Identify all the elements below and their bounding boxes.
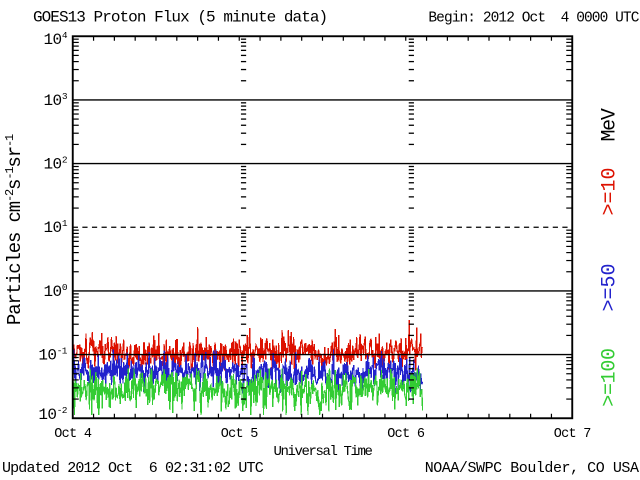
svg-text:3: 3 bbox=[62, 91, 68, 102]
svg-text:Updated 2012 Oct 6 02:31:02 U: Updated 2012 Oct 6 02:31:02 UTC bbox=[2, 460, 264, 477]
svg-text:10: 10 bbox=[43, 283, 61, 301]
svg-text:2: 2 bbox=[62, 155, 68, 166]
svg-text:10: 10 bbox=[43, 31, 61, 49]
svg-text:-2: -2 bbox=[57, 405, 68, 416]
svg-text:Universal Time: Universal Time bbox=[273, 444, 372, 460]
svg-text:10: 10 bbox=[38, 347, 56, 365]
svg-text:>=100: >=100 bbox=[599, 348, 622, 407]
svg-text:>=50: >=50 bbox=[599, 263, 622, 311]
svg-text:10: 10 bbox=[43, 156, 61, 174]
svg-text:Oct 7: Oct 7 bbox=[554, 427, 592, 442]
svg-text:GOES13 Proton Flux (5 minute d: GOES13 Proton Flux (5 minute data) bbox=[33, 9, 327, 27]
svg-text:-1: -1 bbox=[57, 346, 68, 357]
svg-text:Oct 5: Oct 5 bbox=[221, 427, 259, 442]
svg-text:10: 10 bbox=[38, 406, 56, 424]
svg-text:MeV: MeV bbox=[599, 108, 622, 141]
svg-text:Particles cm-2s-1sr-1: Particles cm-2s-1sr-1 bbox=[3, 134, 26, 325]
svg-text:10: 10 bbox=[43, 219, 61, 237]
svg-text:>=10: >=10 bbox=[599, 167, 622, 215]
svg-text:Oct 6: Oct 6 bbox=[387, 427, 425, 442]
svg-text:0: 0 bbox=[62, 282, 68, 293]
svg-text:Oct 4: Oct 4 bbox=[54, 427, 92, 442]
svg-text:4: 4 bbox=[62, 30, 68, 41]
svg-text:1: 1 bbox=[62, 218, 68, 229]
svg-text:NOAA/SWPC Boulder, CO USA: NOAA/SWPC Boulder, CO USA bbox=[425, 460, 639, 477]
svg-text:Begin: 2012 Oct 4 0000 UTC: Begin: 2012 Oct 4 0000 UTC bbox=[428, 11, 639, 27]
svg-text:10: 10 bbox=[43, 92, 61, 110]
